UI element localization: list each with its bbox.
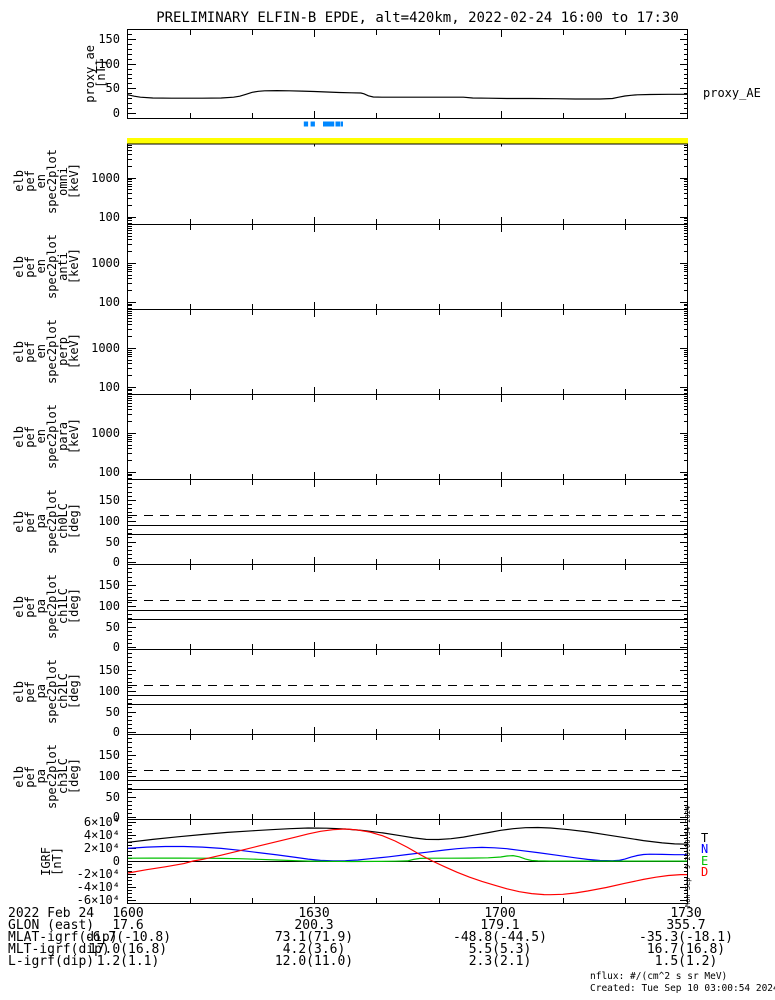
- y-tick-label: 50: [105, 619, 120, 634]
- y-tick-label: 150: [98, 577, 120, 592]
- y-tick-label: 50: [105, 789, 120, 804]
- y-tick-label: 6×10⁴: [83, 814, 120, 829]
- y-tick-label: 100: [98, 464, 120, 479]
- legend-item-N: N: [701, 842, 709, 857]
- flux-units-note: nflux: #/(cm^2 s sr MeV): [590, 971, 728, 982]
- x-tick-label: 1700: [484, 906, 516, 921]
- y-tick-label: 150: [98, 31, 120, 46]
- y-tick-label: 2×10⁴: [83, 840, 120, 855]
- y-tick-label: 100: [98, 294, 120, 309]
- legend-item-D: D: [701, 864, 709, 879]
- y-tick-label: 4×10⁴: [83, 827, 120, 842]
- y-tick-label: 100: [98, 768, 120, 783]
- y-tick-label: -6×10⁴: [76, 892, 120, 907]
- y-tick-label: 50: [105, 534, 120, 549]
- ephemeris-value: 5.5(5.3): [468, 942, 532, 957]
- ephemeris-value: 4.2(3.6): [282, 942, 346, 957]
- ephemeris-value: 2.3(2.1): [468, 954, 532, 969]
- ephemeris-value: 73.1(71.9): [274, 930, 354, 945]
- ephemeris-value: 200.3: [294, 918, 334, 933]
- y-tick-label: 0: [112, 724, 120, 739]
- y-tick-label: 50: [105, 704, 120, 719]
- ephemeris-row-label: MLAT-igrf(dip): [8, 930, 118, 945]
- ephemeris-value: 1.5(1.2): [654, 954, 718, 969]
- plot-date-sidenote: Mon Sep 9 20:00:54 2024: [684, 805, 692, 907]
- ephemeris-row-label: MLT-igrf(dip): [8, 942, 110, 957]
- ephemeris-value: 355.7: [666, 918, 706, 933]
- y-tick-label: 100: [98, 598, 120, 613]
- legend-item-E: E: [701, 853, 709, 868]
- y-tick-label: 1000: [91, 255, 120, 270]
- y-tick-label: 100: [98, 379, 120, 394]
- y-tick-label: 0: [112, 105, 120, 120]
- x-tick-label: 1630: [298, 906, 330, 921]
- y-tick-label: 0: [112, 809, 120, 824]
- proxy-ae-right-label: proxy_AE: [703, 86, 761, 100]
- y-tick-label: 1000: [91, 340, 120, 355]
- ephemeris-value: 16.7(16.8): [646, 942, 726, 957]
- y-tick-label: 0: [112, 639, 120, 654]
- y-tick-label: 150: [98, 747, 120, 762]
- ephemeris-value: 179.1: [480, 918, 520, 933]
- y-tick-label: -2×10⁴: [76, 866, 120, 881]
- ephemeris-value: 17.6: [112, 918, 144, 933]
- ephemeris-value: -48.8(-44.5): [453, 930, 547, 945]
- ephemeris-row-label: GLON (east): [8, 918, 95, 933]
- y-tick-label: 0: [112, 554, 120, 569]
- ephemeris-value: 1.2(1.1): [96, 954, 160, 969]
- ephemeris-value: 12.0(11.0): [274, 954, 354, 969]
- ephemeris-row-label: L-igrf(dip): [8, 954, 95, 969]
- y-tick-label: 0: [112, 853, 120, 868]
- y-tick-label: 100: [98, 683, 120, 698]
- y-tick-label: 150: [98, 492, 120, 507]
- y-tick-label: 1000: [91, 425, 120, 440]
- y-tick-label: 1000: [91, 170, 120, 185]
- y-tick-label: 100: [98, 56, 120, 71]
- x-tick-label: 1600: [112, 906, 144, 921]
- ephemeris-value: 17.0(16.8): [88, 942, 168, 957]
- page-title: PRELIMINARY ELFIN-B EPDE, alt=420km, 202…: [156, 10, 679, 26]
- x-tick-label: 1730: [670, 906, 702, 921]
- footer-date-label: 2022 Feb 24: [8, 906, 95, 921]
- y-tick-label: 100: [98, 513, 120, 528]
- ephemeris-value: -6.7(-10.8): [84, 930, 172, 945]
- y-tick-label: 50: [105, 80, 120, 95]
- y-tick-label: 100: [98, 209, 120, 224]
- legend-item-T: T: [701, 831, 709, 845]
- y-tick-label: -4×10⁴: [76, 879, 120, 894]
- created-timestamp: Created: Tue Sep 10 03:00:54 2024: [590, 983, 775, 994]
- ephemeris-value: -35.3(-18.1): [639, 930, 733, 945]
- y-tick-label: 150: [98, 662, 120, 677]
